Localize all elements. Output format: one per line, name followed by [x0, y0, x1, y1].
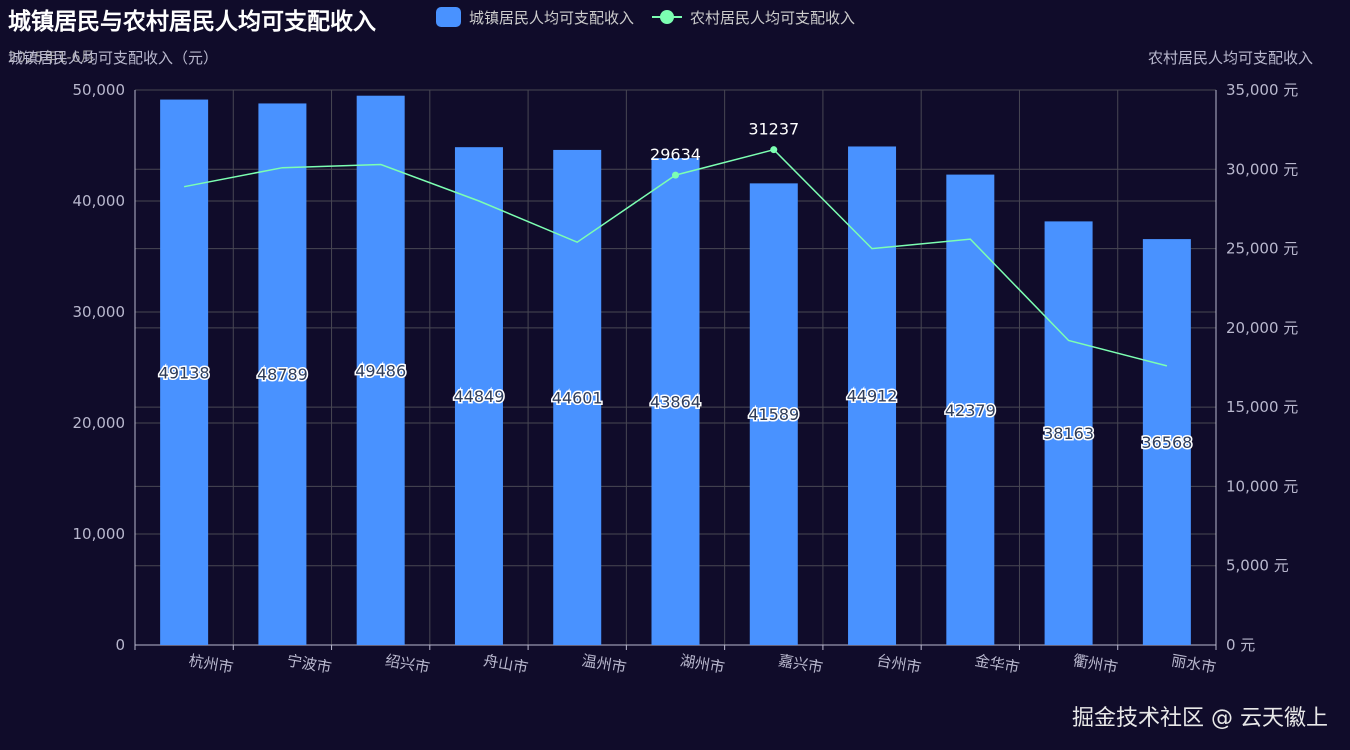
y-left-axis-name: 城镇居民人均可支配收入（元） [8, 49, 218, 67]
bar-data-label: 43864 [650, 393, 701, 412]
y-left-tick-label: 30,000 [73, 303, 126, 321]
bar-swatch-icon [436, 7, 461, 27]
bar [651, 158, 700, 645]
legend-item-line[interactable]: 农村居民人均可支配收入 [652, 7, 855, 28]
bar-data-label: 44601 [552, 388, 603, 407]
y-right-tick-label: 10,000 元 [1226, 477, 1298, 495]
bar [454, 147, 503, 646]
y-right-axis-name: 农村居民人均可支配收入 [1148, 49, 1313, 67]
x-category-label: 温州市 [580, 651, 627, 677]
y-right-tick-label: 35,000 元 [1226, 81, 1298, 99]
bar-data-label: 36568 [1141, 433, 1192, 452]
y-left-tick-label: 20,000 [73, 414, 126, 432]
bar [258, 103, 307, 646]
watermark: 掘金技术社区 @ 云天徽上 [1072, 706, 1328, 731]
bar [946, 174, 995, 646]
chart-title: 城镇居民与农村居民人均可支配收入 [8, 9, 376, 35]
legend-item-bar[interactable]: 城镇居民人均可支配收入 [436, 7, 634, 28]
y-right-tick-label: 25,000 元 [1226, 240, 1298, 258]
y-right-tick-label: 0 元 [1226, 636, 1255, 654]
bar [1142, 239, 1191, 645]
bar [160, 99, 209, 646]
y-right-tick-label: 30,000 元 [1226, 160, 1298, 178]
x-category-label: 衢州市 [1072, 651, 1119, 677]
line-point [672, 171, 679, 179]
legend: 城镇居民人均可支配收入 农村居民人均可支配收入 [436, 6, 873, 28]
bar [848, 146, 897, 645]
line-data-label: 29634 [650, 145, 701, 164]
bar-data-label: 42379 [945, 401, 996, 420]
bar-data-label: 44849 [454, 387, 505, 406]
bar [356, 95, 405, 646]
bar-data-label: 49486 [355, 361, 406, 380]
line-point [770, 146, 778, 154]
x-category-label: 宁波市 [286, 651, 333, 677]
bar [749, 183, 798, 645]
y-left-tick-label: 10,000 [73, 525, 126, 543]
line-swatch-icon [652, 7, 683, 27]
x-category-label: 绍兴市 [384, 651, 431, 677]
x-category-label: 湖州市 [679, 651, 726, 677]
x-category-label: 金华市 [973, 651, 1020, 677]
chart-subtitle: 2025年1-6月 [8, 50, 95, 66]
y-right-tick-label: 20,000 元 [1226, 319, 1298, 337]
bar [1044, 221, 1093, 646]
bar-data-label: 38163 [1043, 424, 1094, 443]
bar-data-label: 44912 [847, 387, 898, 406]
y-right-tick-label: 15,000 元 [1226, 398, 1298, 416]
x-category-label: 舟山市 [482, 651, 529, 677]
line-data-label: 31237 [748, 120, 799, 139]
legend-line-label: 农村居民人均可支配收入 [690, 8, 856, 27]
y-left-tick-label: 0 [115, 636, 125, 654]
bar-data-label: 49138 [159, 363, 210, 382]
x-category-label: 丽水市 [1170, 651, 1217, 677]
legend-bar-label: 城镇居民人均可支配收入 [469, 8, 635, 27]
y-left-tick-label: 50,000 [73, 81, 126, 99]
x-category-label: 嘉兴市 [777, 651, 824, 677]
bar-data-label: 41589 [748, 405, 799, 424]
x-category-label: 台州市 [875, 651, 922, 677]
bar-data-label: 48789 [257, 365, 308, 384]
y-right-tick-label: 5,000 元 [1226, 557, 1289, 575]
x-category-label: 杭州市 [187, 651, 234, 677]
y-left-tick-label: 40,000 [73, 192, 126, 210]
bar [553, 149, 602, 645]
